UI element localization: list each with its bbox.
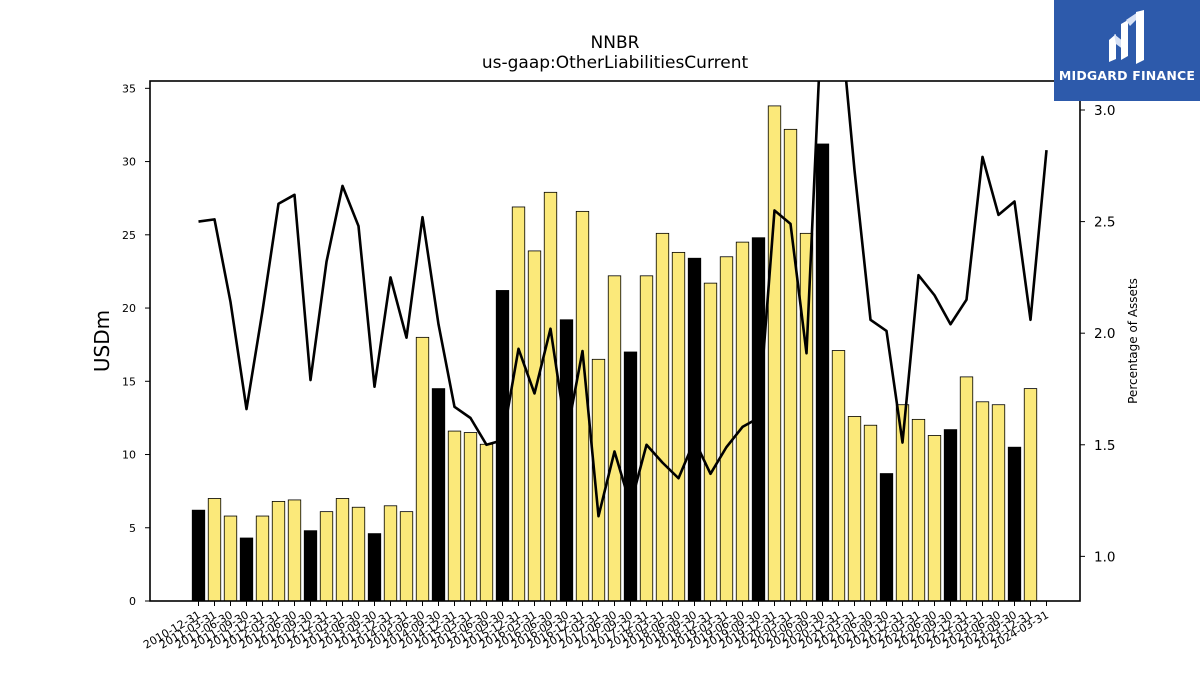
bar xyxy=(623,351,638,602)
bar xyxy=(815,143,830,602)
y2-tick-label: 2.5 xyxy=(1094,215,1115,231)
bar xyxy=(559,319,574,602)
bar xyxy=(239,537,254,602)
bar xyxy=(527,250,542,602)
bar xyxy=(495,290,510,602)
bar xyxy=(863,424,878,602)
bar xyxy=(1023,388,1038,602)
bar xyxy=(191,509,206,602)
bar xyxy=(703,282,718,602)
y2-tick-label: 1.0 xyxy=(1094,549,1115,565)
bar xyxy=(671,251,686,602)
bar xyxy=(303,530,318,602)
bar xyxy=(479,443,494,602)
bar xyxy=(719,256,734,602)
y-tick-label: 10 xyxy=(122,449,136,462)
bar xyxy=(399,511,414,602)
logo-text: MIDGARD FINANCE xyxy=(1058,68,1196,83)
y2-tick-label: 3.0 xyxy=(1094,103,1115,119)
bar xyxy=(447,430,462,602)
bar xyxy=(351,506,366,602)
bar xyxy=(255,515,270,602)
bar xyxy=(911,418,926,602)
y-tick-label: 30 xyxy=(122,156,136,169)
y-axis-label: USDm xyxy=(90,310,114,372)
bar xyxy=(831,350,846,602)
bar xyxy=(607,275,622,602)
bar xyxy=(335,498,350,602)
chart-subtitle: us-gaap:OtherLiabilitiesCurrent xyxy=(481,53,749,73)
y-tick-label: 35 xyxy=(122,82,136,95)
bar xyxy=(383,505,398,602)
bar xyxy=(799,232,814,602)
bar xyxy=(927,435,942,602)
y-tick-label: 5 xyxy=(129,522,136,535)
bar xyxy=(287,499,302,602)
bar xyxy=(735,241,750,602)
bar xyxy=(943,429,958,602)
bar xyxy=(271,500,286,602)
percentage-line xyxy=(198,81,1048,518)
bar xyxy=(207,498,222,602)
bar xyxy=(879,473,894,602)
y-tick-label: 0 xyxy=(129,595,136,608)
y-tick-label: 15 xyxy=(122,375,136,388)
midgard-logo-icon xyxy=(1109,10,1144,64)
y-tick-label: 25 xyxy=(122,229,136,242)
bar xyxy=(847,416,862,602)
bar xyxy=(767,105,782,602)
bar xyxy=(319,511,334,602)
y-tick-label: 20 xyxy=(122,302,136,315)
y2-tick-label: 1.5 xyxy=(1094,438,1115,454)
y2-axis-label: Percentage of Assets xyxy=(1126,278,1140,404)
bar xyxy=(959,376,974,602)
bar xyxy=(783,128,798,602)
bar xyxy=(367,533,382,602)
bar xyxy=(655,232,670,602)
bar xyxy=(1007,446,1022,602)
midgard-finance-logo: MIDGARD FINANCE xyxy=(1054,0,1200,101)
bar xyxy=(975,401,990,602)
bar xyxy=(431,388,446,602)
bar xyxy=(543,191,558,602)
bar xyxy=(511,206,526,602)
y2-tick-label: 2.0 xyxy=(1094,326,1115,342)
bar xyxy=(223,515,238,602)
chart-title: NNBR xyxy=(590,33,640,53)
bar xyxy=(991,404,1006,602)
bar xyxy=(463,432,478,602)
bar xyxy=(639,275,654,602)
bar xyxy=(687,257,702,602)
bar xyxy=(415,336,430,602)
